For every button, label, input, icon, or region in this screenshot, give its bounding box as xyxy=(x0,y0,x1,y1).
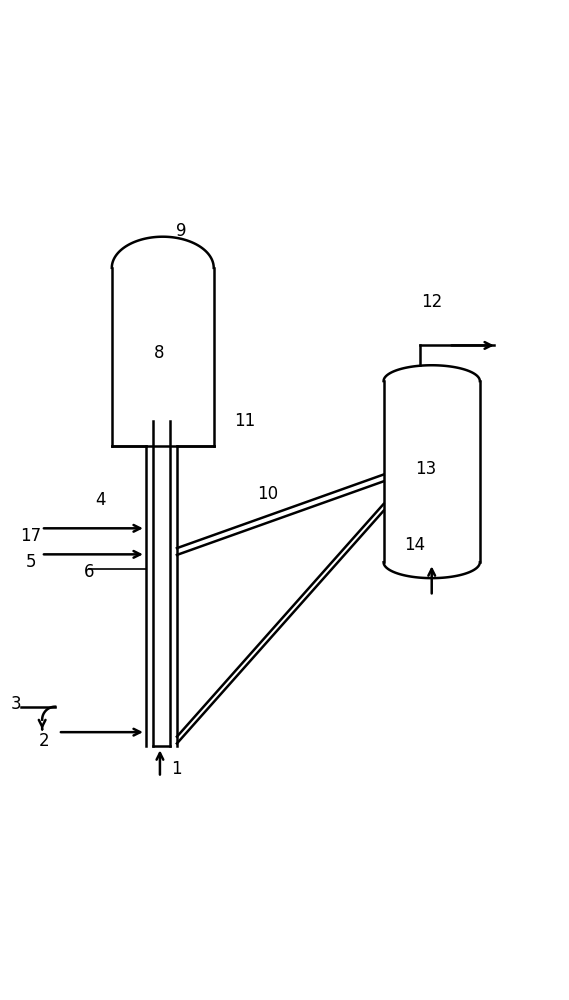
Text: 9: 9 xyxy=(176,222,187,240)
Text: 13: 13 xyxy=(415,460,436,478)
Text: 8: 8 xyxy=(154,344,164,362)
Text: 11: 11 xyxy=(234,412,255,430)
Text: 4: 4 xyxy=(95,491,106,509)
Text: 1: 1 xyxy=(172,760,182,778)
Text: 6: 6 xyxy=(84,563,94,581)
Text: 3: 3 xyxy=(10,695,21,713)
Text: 2: 2 xyxy=(39,732,49,750)
Text: 12: 12 xyxy=(421,293,442,311)
Text: 14: 14 xyxy=(404,536,425,554)
Text: 5: 5 xyxy=(26,553,36,571)
Text: 17: 17 xyxy=(20,527,42,545)
Text: 10: 10 xyxy=(257,485,278,503)
